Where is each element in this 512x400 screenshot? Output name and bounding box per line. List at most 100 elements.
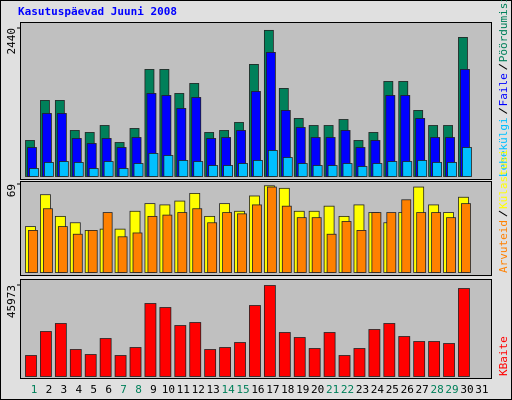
bar [447, 162, 457, 177]
bar [341, 221, 352, 273]
bar [402, 161, 413, 177]
x-tick-label: 18 [281, 383, 294, 396]
bar [252, 204, 262, 273]
x-tick-label: 30 [460, 383, 473, 396]
bar [174, 325, 187, 377]
bar [223, 165, 233, 177]
bar [99, 338, 112, 377]
x-tick-label: 12 [192, 383, 205, 396]
bar [102, 212, 113, 273]
bar [69, 349, 82, 377]
legend-label: Faile [497, 73, 510, 106]
bar [234, 342, 246, 377]
bar [311, 217, 322, 273]
bar [443, 343, 455, 377]
x-tick-label: 28 [430, 383, 443, 396]
bar [278, 332, 291, 377]
legend-separator [498, 63, 508, 70]
bar [204, 349, 217, 377]
legend: Lehekülgi Faile Pöördumisi [497, 0, 510, 177]
bar [222, 212, 232, 273]
bar [253, 160, 263, 177]
bar [431, 212, 442, 273]
bar [263, 285, 276, 377]
bar [386, 212, 397, 273]
bar [117, 236, 128, 273]
bar [114, 355, 127, 377]
bar [297, 163, 308, 177]
bar [118, 168, 129, 177]
bar [383, 323, 396, 377]
bar [54, 323, 67, 377]
bar [73, 162, 84, 177]
y-tick-label: 69 [5, 184, 18, 197]
bar [342, 163, 353, 177]
bar [461, 203, 471, 273]
bar [338, 355, 351, 377]
bar [219, 347, 231, 377]
legend-separator [498, 107, 508, 114]
bar [281, 205, 292, 273]
bar [44, 162, 54, 177]
bar [144, 303, 157, 377]
x-tick-label: 27 [416, 383, 429, 396]
bar [28, 230, 38, 273]
bar [133, 163, 144, 177]
x-tick-label: 1 [31, 383, 38, 396]
bar [147, 215, 158, 273]
legend-separator [498, 210, 508, 217]
x-tick-label: 4 [75, 383, 82, 396]
x-tick-label: 15 [236, 383, 249, 396]
x-tick-label: 16 [251, 383, 264, 396]
x-tick-label: 8 [135, 383, 142, 396]
x-tick-label: 24 [371, 383, 385, 396]
x-tick-label: 5 [90, 383, 97, 396]
bar [87, 230, 98, 273]
bar [371, 212, 382, 273]
bar [417, 160, 428, 177]
bar [208, 165, 219, 177]
bar [178, 160, 189, 177]
x-tick-label: 23 [356, 383, 369, 396]
bar [132, 232, 143, 273]
bar [159, 307, 172, 377]
legend: Arvuteid Külastusi [497, 149, 510, 273]
y-tick-label: 45973 [5, 285, 18, 318]
legend-label: Pöördumisi [497, 0, 510, 62]
x-tick-label: 3 [61, 383, 68, 396]
legend-label: Arvuteid [497, 220, 510, 273]
legend: KBaite [497, 336, 510, 376]
legend-label: KBaite [497, 336, 510, 376]
bar [25, 355, 37, 377]
bar [192, 208, 203, 273]
x-tick-label: 11 [177, 383, 190, 396]
bar [148, 153, 159, 177]
bar [446, 217, 456, 273]
x-tick-label: 13 [207, 383, 220, 396]
bar [401, 199, 412, 273]
x-tick-label: 31 [475, 383, 488, 396]
bar [356, 230, 367, 273]
bar [189, 322, 202, 377]
bar [238, 163, 248, 177]
bar [428, 341, 441, 377]
bar [40, 331, 52, 377]
x-tick-label: 7 [120, 383, 127, 396]
x-tick-label: 14 [221, 383, 235, 396]
bar [72, 233, 83, 273]
x-tick-label: 22 [341, 383, 354, 396]
x-tick-label: 20 [311, 383, 324, 396]
bar [327, 165, 338, 177]
x-tick-label: 29 [445, 383, 458, 396]
bar [177, 212, 188, 273]
bar [326, 233, 337, 273]
bar [416, 212, 427, 273]
bar [84, 354, 97, 377]
bar [387, 161, 398, 177]
bar [237, 213, 247, 273]
x-tick-label: 9 [150, 383, 157, 396]
bar [372, 163, 383, 177]
bar [312, 165, 323, 177]
bar [129, 347, 142, 377]
